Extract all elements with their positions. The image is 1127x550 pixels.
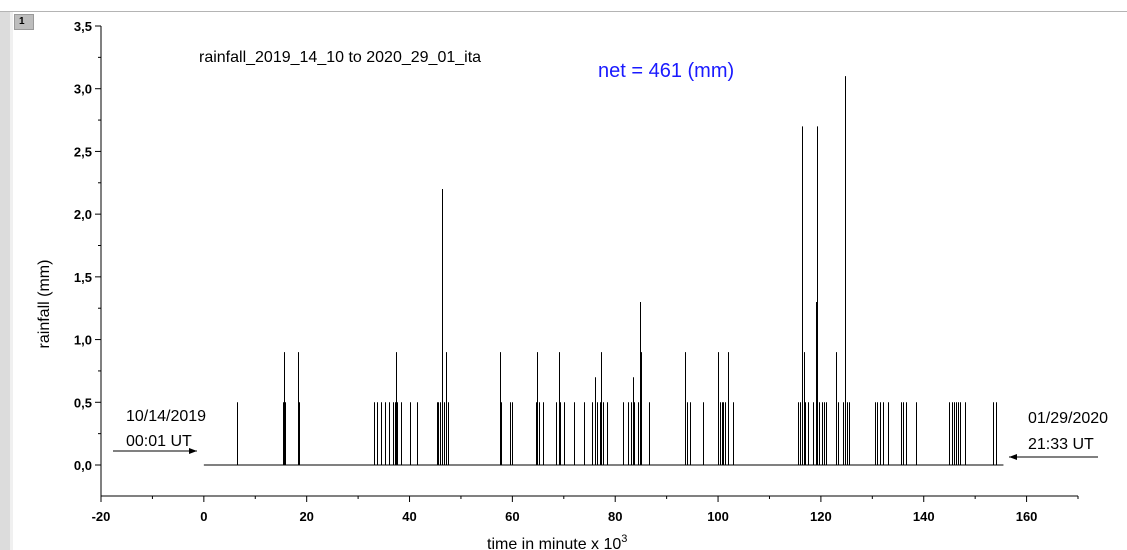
start-time-label: 00:01 UT [126,433,192,450]
y-tick-label: 0,0 [74,458,92,473]
y-axis-label: rainfall (mm) [36,260,53,349]
layer-tab[interactable]: 1 [14,14,34,30]
x-tick-label: 20 [299,509,313,524]
x-tick-label: 160 [1016,509,1038,524]
chart-title: rainfall_2019_14_10 to 2020_29_01_ita [199,49,481,66]
start-arrow [113,448,197,454]
x-tick-label: 40 [402,509,416,524]
x-tick-label: 0 [200,509,207,524]
x-tick-label: 60 [505,509,519,524]
left-scroll-strip[interactable] [0,12,10,550]
y-tick-label: 3,0 [74,82,92,97]
end-time-label: 21:33 UT [1028,436,1094,453]
x-tick-label: 140 [913,509,935,524]
x-axis-label: time in minute x 103 [487,533,627,550]
top-divider [0,11,1127,12]
plot-frame [100,26,1078,497]
y-axis-ticks: 0,0 0,5 1,0 1,5 2,0 2,5 3,0 3,5 [74,19,101,473]
y-tick-label: 1,0 [74,333,92,348]
y-tick-label: 0,5 [74,395,92,410]
net-annotation: net = 461 (mm) [598,60,734,82]
y-tick-label: 2,5 [74,144,92,159]
end-date-label: 01/29/2020 [1028,410,1108,427]
x-tick-label: -20 [92,509,111,524]
y-tick-label: 3,5 [74,19,92,34]
start-date-label: 10/14/2019 [126,408,206,425]
left-strip-edge [10,12,13,550]
x-tick-label: 80 [608,509,622,524]
x-axis-label-sup: 3 [621,533,627,545]
x-axis-ticks: -20 0 20 40 60 80 100 120 140 160 [92,496,1079,524]
x-tick-label: 120 [810,509,832,524]
rainfall-bars [203,76,1004,466]
x-tick-label: 100 [707,509,729,524]
end-arrow [1009,454,1098,460]
x-axis-label-main: time in minute x 10 [487,536,621,550]
y-tick-label: 2,0 [74,207,92,222]
y-tick-label: 1,5 [74,270,92,285]
